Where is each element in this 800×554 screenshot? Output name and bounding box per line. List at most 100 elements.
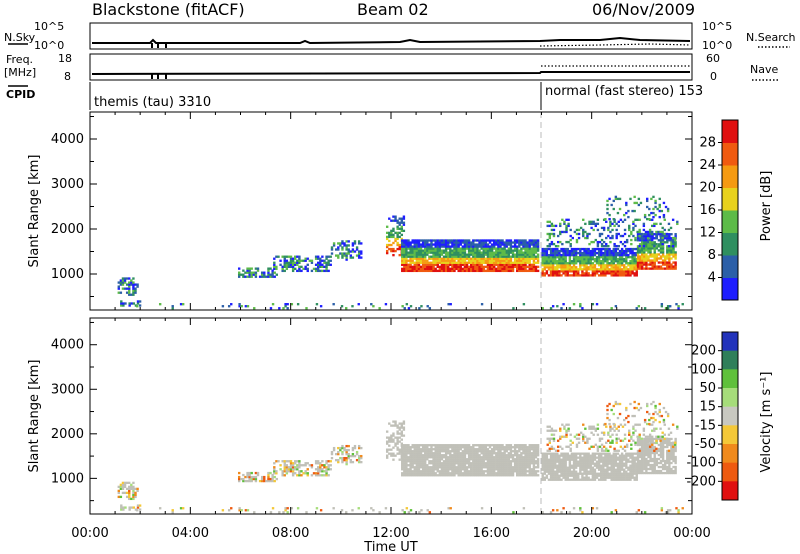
velocity-cell — [447, 452, 450, 455]
power-cell — [482, 243, 485, 246]
velocity-cell — [287, 460, 291, 463]
velocity-cell — [602, 470, 605, 473]
velocity-cell — [117, 491, 120, 495]
velocity-cell — [119, 487, 123, 491]
velocity-cell — [476, 468, 479, 471]
velocity-cell — [296, 474, 299, 477]
colorbar-tick-label: 8 — [708, 248, 716, 263]
power-cell — [663, 237, 667, 240]
velocity-cell — [623, 470, 626, 473]
velocity-cell — [401, 474, 404, 477]
velocity-cell — [513, 458, 517, 461]
power-cell — [596, 244, 600, 248]
velocity-cell — [663, 459, 667, 463]
velocity-cell — [577, 441, 581, 444]
velocity-cell — [474, 448, 477, 451]
power-cell — [565, 224, 568, 228]
velocity-cell — [558, 456, 561, 459]
freq-label: Freq. — [6, 53, 33, 66]
velocity-cell — [610, 454, 613, 457]
power-cell — [505, 253, 508, 256]
velocity-cell — [513, 460, 517, 463]
power-cell — [428, 267, 431, 271]
power-cell — [351, 248, 355, 251]
power-cell — [674, 253, 677, 256]
power-cell — [625, 274, 628, 277]
velocity-cell — [470, 466, 473, 469]
velocity-cell — [298, 464, 301, 467]
velocity-cell — [457, 460, 460, 463]
velocity-cell — [586, 441, 589, 444]
velocity-cell — [565, 423, 568, 426]
velocity-cell — [459, 464, 462, 467]
power-cell — [608, 270, 611, 273]
velocity-cell — [511, 474, 515, 477]
power-cell — [551, 258, 555, 261]
power-cell — [645, 237, 648, 240]
velocity-cell — [401, 472, 404, 475]
power-cell — [530, 247, 534, 250]
velocity-cell — [476, 448, 479, 451]
velocity-cell — [597, 466, 601, 469]
velocity-cell — [610, 456, 613, 459]
power-cell — [484, 259, 488, 262]
velocity-cell — [291, 468, 295, 471]
velocity-cell — [548, 437, 551, 440]
power-cell — [474, 259, 477, 262]
velocity-cell — [463, 466, 467, 469]
velocity-cell — [434, 472, 437, 475]
power-cell — [128, 291, 131, 294]
velocity-cell — [337, 460, 340, 464]
power-cell — [554, 272, 557, 275]
velocity-cell — [497, 462, 500, 465]
power-cell — [570, 253, 574, 257]
velocity-cell — [317, 472, 320, 475]
power-cell — [645, 245, 648, 248]
power-cell — [317, 255, 320, 258]
velocity-cell — [440, 456, 444, 459]
velocity-cell — [668, 439, 671, 443]
power-cell — [419, 257, 423, 260]
power-cell — [579, 247, 582, 251]
velocity-cell — [119, 483, 123, 487]
power-cell — [430, 257, 433, 260]
power-cell — [505, 267, 508, 271]
velocity-cell — [585, 452, 588, 455]
velocity-cell — [312, 472, 316, 475]
velocity-cell — [631, 452, 634, 455]
power-cell — [478, 241, 481, 244]
velocity-cell — [666, 443, 669, 447]
velocity-cell — [589, 472, 592, 475]
velocity-cell — [595, 462, 599, 465]
velocity-cell — [413, 454, 416, 457]
velocity-cell — [600, 460, 603, 463]
power-cell — [541, 270, 544, 273]
power-cell — [467, 249, 471, 252]
velocity-cell — [329, 464, 332, 467]
power-cell — [548, 244, 551, 248]
power-cell — [486, 267, 490, 271]
power-cell — [394, 237, 397, 241]
power-cell — [652, 211, 655, 215]
power-cell — [629, 251, 632, 255]
power-cell — [476, 251, 479, 254]
power-cell — [559, 230, 562, 234]
power-cell — [581, 268, 584, 271]
power-cell — [402, 223, 406, 226]
power-cell — [590, 240, 593, 244]
velocity-cell — [409, 474, 412, 477]
velocity-cell — [595, 464, 599, 467]
power-cell — [513, 239, 517, 242]
power-cell — [474, 267, 477, 271]
velocity-cell — [579, 431, 583, 434]
velocity-cell — [528, 448, 531, 451]
velocity-cell — [536, 454, 540, 457]
power-cell — [434, 245, 437, 248]
power-cell — [337, 242, 340, 245]
velocity-cell — [478, 464, 481, 467]
power-cell — [583, 258, 586, 261]
power-cell — [134, 291, 137, 294]
velocity-cell — [401, 446, 404, 449]
velocity-cell — [524, 456, 527, 459]
power-cell — [472, 245, 475, 248]
